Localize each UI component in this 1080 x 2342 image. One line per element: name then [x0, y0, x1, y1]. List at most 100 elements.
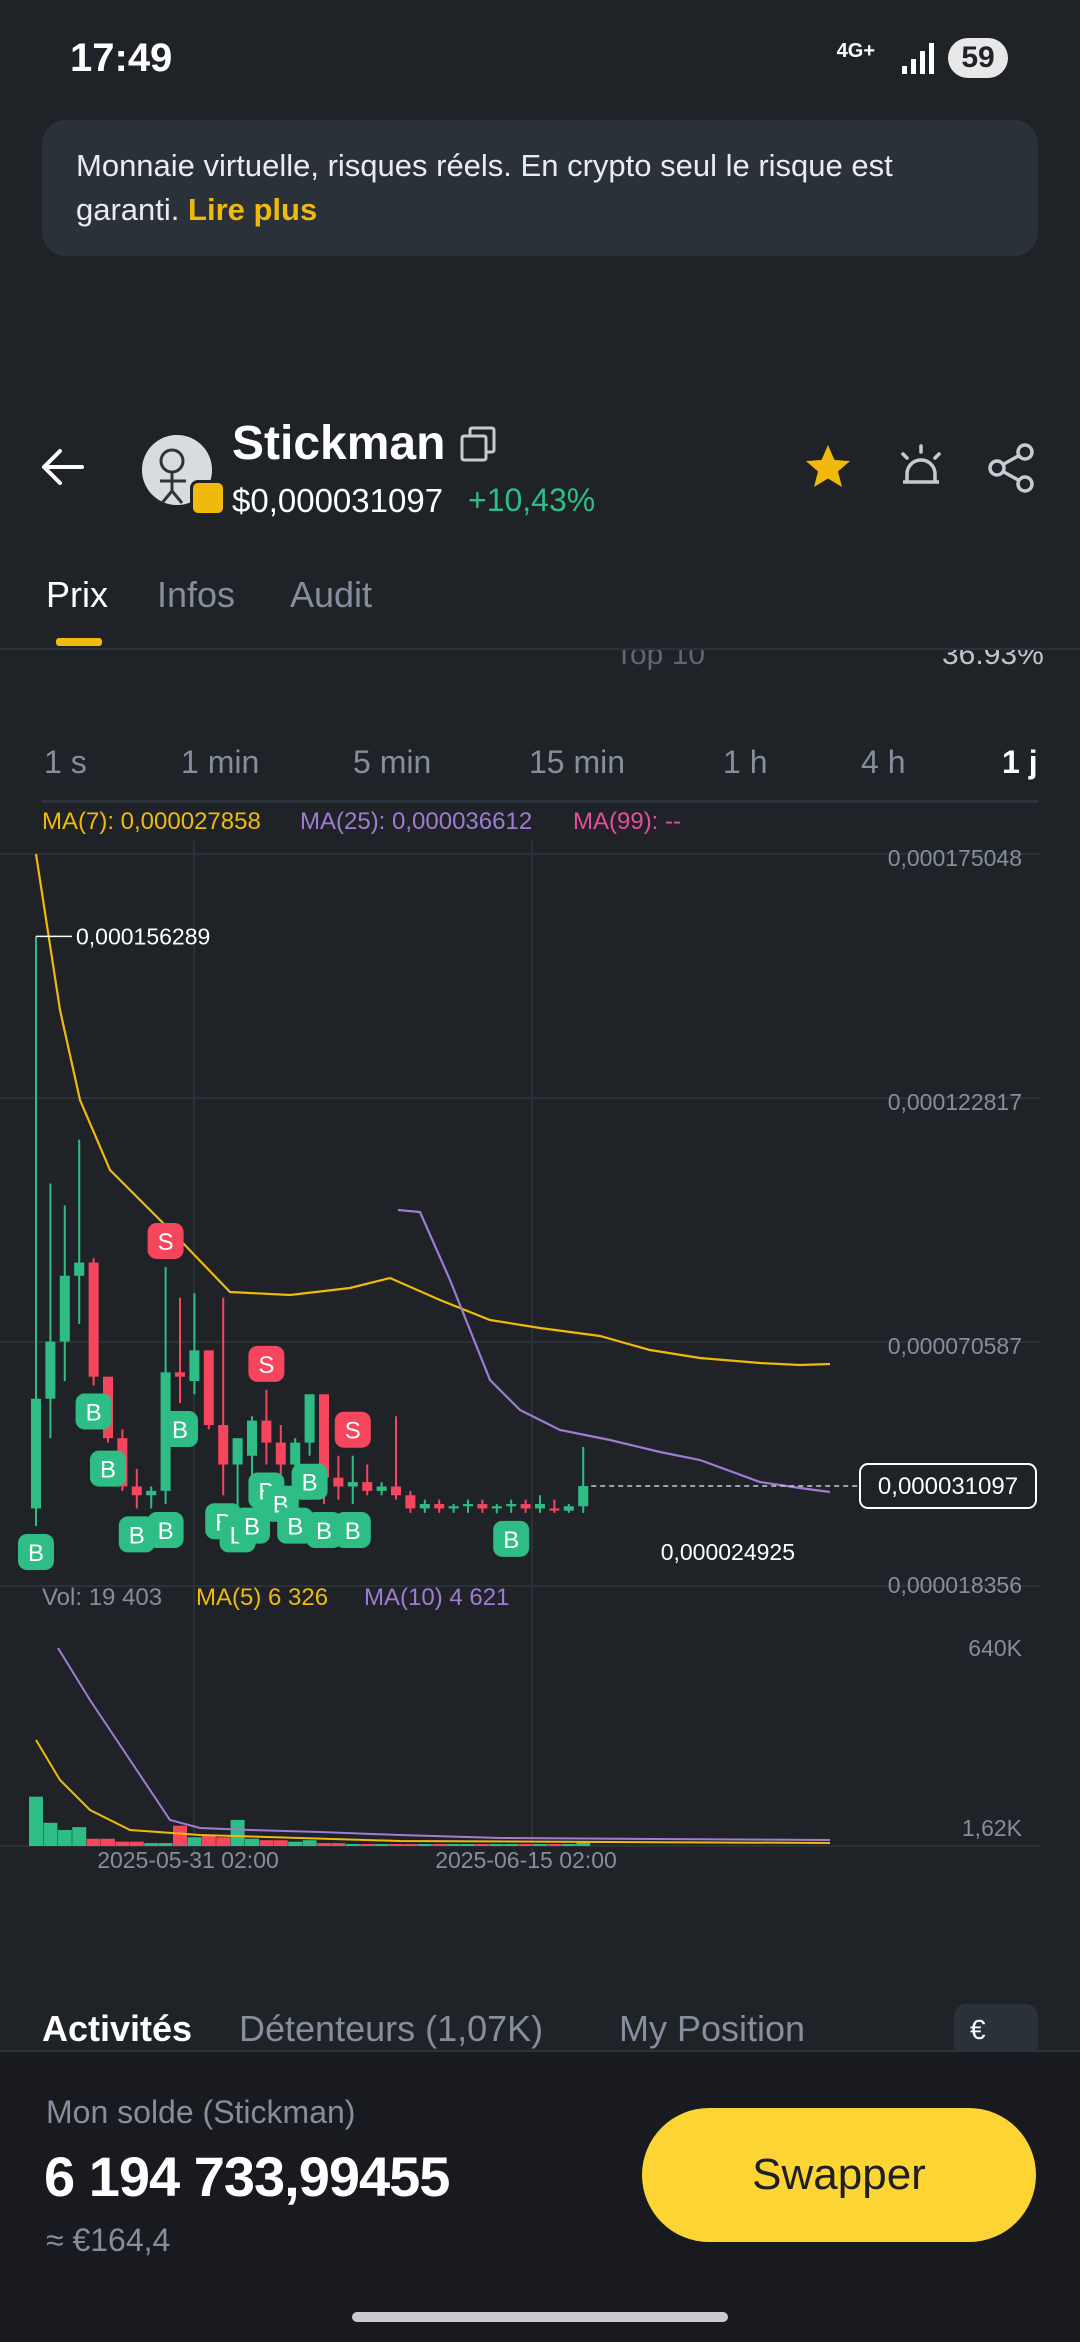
candle-body [434, 1504, 445, 1509]
buy-marker [118, 1516, 155, 1553]
buy-marker [90, 1450, 126, 1487]
buy-marker [334, 1512, 371, 1549]
volume-bar [518, 1844, 533, 1846]
tab-my-position[interactable]: My Position [619, 2008, 806, 2049]
price-chart[interactable]: 0,000175048 0,000122817 0,000070587 0,00001… [0, 840, 1080, 1900]
vol-ma10-label: MA(10) 4 621 [364, 1584, 510, 1611]
candle-body [520, 1504, 531, 1509]
volume-tick-label: 1,62K [962, 1815, 1023, 1841]
candle-body [146, 1490, 157, 1496]
buy-marker-label: B [287, 1514, 303, 1541]
candle-body [419, 1504, 430, 1509]
high-price-label: 0,000156289 [76, 923, 210, 949]
interval-15min[interactable]: 15 min [529, 744, 626, 780]
interval-4h[interactable]: 4 h [861, 744, 906, 780]
ma25-line [397, 1208, 831, 1494]
currency-toggle[interactable]: € [954, 2004, 1038, 2056]
volume-bar [345, 1844, 360, 1846]
sell-marker-label: S [345, 1418, 361, 1445]
candle-body [74, 1262, 85, 1276]
interval-1min[interactable]: 1 min [181, 744, 260, 780]
back-arrow-icon[interactable] [36, 440, 90, 494]
volume-bar [216, 1837, 231, 1846]
volume-bar [43, 1822, 58, 1846]
candle-body [31, 1398, 41, 1509]
price-alert-icon[interactable] [893, 440, 949, 496]
candle-body [45, 1341, 56, 1399]
volume-bar [374, 1844, 389, 1846]
tab-audit[interactable]: Audit [290, 574, 373, 615]
read-more-link[interactable]: Lire plus [188, 192, 318, 227]
favorite-star-icon[interactable] [800, 440, 856, 496]
candle-body [59, 1275, 70, 1342]
volume-bar [57, 1830, 72, 1846]
volume-bar [259, 1840, 274, 1846]
tab-holders[interactable]: Détenteurs (1,07K) [239, 2008, 544, 2049]
volume-bar [29, 1796, 43, 1846]
candle-body [463, 1504, 473, 1507]
volume-bar [187, 1837, 202, 1846]
buy-marker [234, 1507, 270, 1544]
volume-bar [144, 1843, 159, 1846]
volume-bar [389, 1844, 403, 1846]
tab-prix[interactable]: Prix [46, 574, 108, 615]
buy-marker-label: B [100, 1457, 116, 1484]
swap-button[interactable]: Swapper [642, 2108, 1036, 2242]
volume-bar [158, 1843, 173, 1846]
volume-bar [547, 1844, 562, 1846]
buy-marker-label: B [172, 1417, 188, 1444]
interval-5min[interactable]: 5 min [353, 744, 432, 780]
tabs-divider [0, 648, 1080, 650]
candle-body [88, 1262, 99, 1377]
tab-activities[interactable]: Activités [42, 2008, 193, 2049]
buy-marker-label: B [86, 1399, 102, 1426]
volume-bar [475, 1844, 490, 1846]
volume-bar [129, 1841, 144, 1846]
candle-body [362, 1482, 373, 1491]
volume-bar [417, 1844, 432, 1846]
interval-divider [42, 800, 1038, 803]
interval-1s[interactable]: 1 s [44, 744, 87, 780]
scrolled-text-left: Top 10 [615, 638, 706, 671]
volume-bar [461, 1844, 475, 1846]
x-tick-label: 2025-06-15 02:00 [435, 1847, 617, 1873]
copy-icon[interactable] [458, 424, 498, 464]
candle-body [491, 1506, 502, 1509]
balance-label: Mon solde (Stickman) [46, 2094, 356, 2130]
buy-marker [493, 1520, 530, 1557]
volume-bar [230, 1819, 245, 1846]
y-tick-label: 0,000018356 [888, 1572, 1022, 1598]
volume-bar [504, 1844, 519, 1846]
price-change: +10,43% [468, 482, 596, 518]
volume-bar [561, 1844, 576, 1846]
candle-body [247, 1420, 257, 1456]
home-indicator[interactable] [352, 2312, 728, 2322]
buy-marker [147, 1512, 184, 1549]
volume-label: Vol: 19 403 [42, 1584, 163, 1611]
interval-1h[interactable]: 1 h [723, 744, 768, 780]
candle-body [175, 1372, 185, 1377]
tab-infos[interactable]: Infos [157, 574, 236, 615]
status-time: 17:49 [70, 36, 173, 80]
candle-body [448, 1506, 459, 1509]
buy-marker-label: B [302, 1470, 318, 1497]
interval-1d[interactable]: 1 j [1002, 744, 1038, 780]
sell-marker [147, 1222, 184, 1259]
candle-body [290, 1442, 301, 1465]
token-name: Stickman [232, 417, 446, 470]
candle-body [333, 1477, 344, 1487]
share-icon[interactable] [983, 440, 1039, 496]
buy-marker [162, 1411, 198, 1448]
candle-body [203, 1350, 214, 1426]
volume-bar [432, 1844, 447, 1846]
buy-marker-label: B [129, 1522, 145, 1549]
candle-body [218, 1425, 229, 1465]
sell-marker [334, 1411, 371, 1448]
volume-bar [245, 1838, 259, 1846]
sell-marker [248, 1345, 285, 1382]
candle-body [261, 1420, 272, 1443]
volume-bar [72, 1827, 87, 1846]
buy-marker-label: B [345, 1518, 361, 1545]
volume-bar [201, 1835, 216, 1846]
network-label: 4G+ [836, 40, 875, 62]
